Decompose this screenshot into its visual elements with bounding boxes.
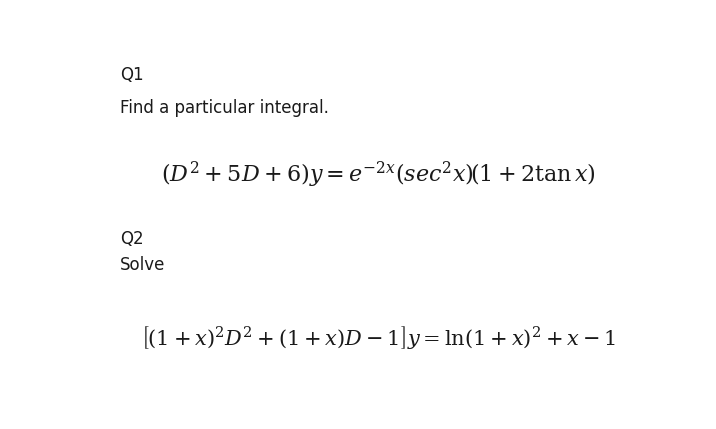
Text: Q1: Q1 (120, 66, 144, 85)
Text: $\left[\left(1+x\right)^{2}D^{2}+\left(1+x\right)D-1\right]y=\ln\!\left(1+x\righ: $\left[\left(1+x\right)^{2}D^{2}+\left(1… (140, 324, 616, 351)
Text: Find a particular integral.: Find a particular integral. (120, 100, 329, 118)
Text: Solve: Solve (120, 256, 165, 274)
Text: $\left(D^{2}+5D+6\right)y=e^{-2x}\left(\mathit{sec}^{2}x\right)\!\left(1+2\tan x: $\left(D^{2}+5D+6\right)y=e^{-2x}\left(\… (160, 160, 596, 190)
Text: Q2: Q2 (120, 230, 144, 248)
